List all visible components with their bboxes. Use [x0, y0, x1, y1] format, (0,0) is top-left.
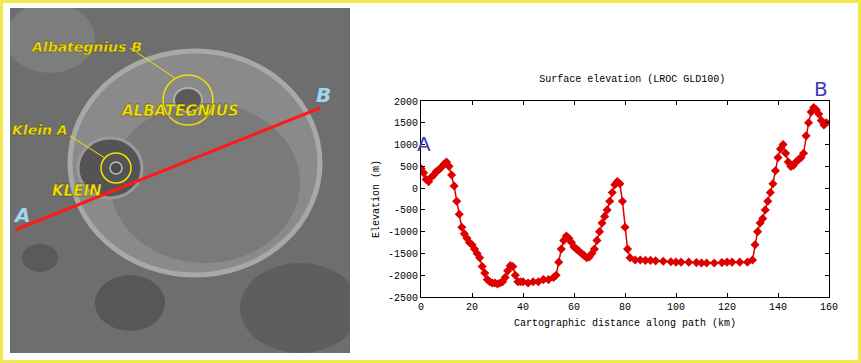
svg-text:40: 40 [517, 302, 529, 313]
svg-text:-1000: -1000 [388, 227, 418, 238]
svg-text:-1500: -1500 [388, 249, 418, 260]
svg-text:Elevation (m): Elevation (m) [371, 160, 382, 238]
svg-text:B: B [814, 77, 828, 101]
svg-text:A: A [13, 203, 30, 227]
svg-text:500: 500 [400, 162, 418, 173]
svg-text:0: 0 [418, 302, 424, 313]
svg-text:80: 80 [619, 302, 631, 313]
svg-text:140: 140 [769, 302, 787, 313]
svg-text:-2000: -2000 [388, 271, 418, 282]
svg-text:0: 0 [412, 184, 418, 195]
svg-text:20: 20 [466, 302, 478, 313]
svg-text:ALBATEGNIUS: ALBATEGNIUS [121, 102, 239, 120]
svg-text:Klein A: Klein A [12, 122, 68, 138]
svg-text:100: 100 [667, 302, 685, 313]
svg-text:1500: 1500 [394, 118, 418, 129]
svg-text:KLEIN: KLEIN [52, 182, 102, 200]
svg-text:120: 120 [718, 302, 736, 313]
svg-text:60: 60 [568, 302, 580, 313]
svg-text:B: B [316, 83, 331, 107]
svg-text:160: 160 [820, 302, 838, 313]
svg-text:-500: -500 [394, 205, 418, 216]
svg-text:Albategnius B: Albategnius B [31, 39, 142, 55]
svg-text:1000: 1000 [394, 140, 418, 151]
svg-text:-2500: -2500 [388, 293, 418, 304]
svg-text:Cartographic distance along pa: Cartographic distance along path (km) [514, 318, 736, 329]
svg-text:2000: 2000 [394, 97, 418, 108]
svg-text:Surface elevation (LROC GLD100: Surface elevation (LROC GLD100) [539, 74, 725, 85]
svg-text:A: A [417, 132, 431, 156]
